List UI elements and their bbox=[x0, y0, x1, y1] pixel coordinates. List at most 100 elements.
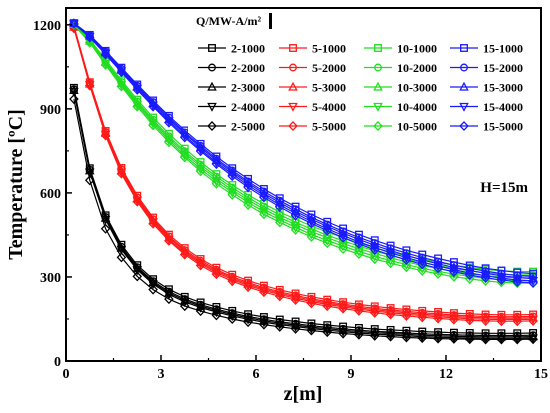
legend-frame bbox=[188, 9, 540, 133]
data-point bbox=[369, 307, 380, 318]
data-point bbox=[195, 303, 206, 313]
data-point bbox=[179, 298, 190, 308]
legend-item-15-5000: 15-5000 bbox=[450, 120, 523, 134]
data-point bbox=[274, 321, 285, 332]
legend-item-5-4000: 5-4000 bbox=[279, 100, 346, 114]
data-point bbox=[433, 333, 443, 344]
series-10-5000 bbox=[69, 19, 538, 289]
data-point bbox=[385, 331, 396, 342]
legend-label: 15-2000 bbox=[483, 61, 523, 75]
data-point bbox=[433, 263, 443, 274]
data-point bbox=[116, 252, 127, 263]
data-point bbox=[179, 301, 190, 312]
data-point bbox=[116, 168, 127, 179]
data-point bbox=[164, 235, 174, 246]
data-point bbox=[259, 192, 269, 203]
data-point bbox=[354, 305, 364, 316]
legend-marker bbox=[459, 102, 469, 112]
y-tick-label: 600 bbox=[40, 187, 61, 202]
legend-marker bbox=[374, 63, 382, 72]
legend-label: 2-2000 bbox=[231, 61, 265, 75]
data-point bbox=[417, 332, 428, 344]
legend-item-5-3000: 5-3000 bbox=[279, 81, 346, 95]
legend-title: Q/MW-A/m² bbox=[196, 14, 262, 28]
data-point bbox=[369, 244, 380, 255]
data-point bbox=[290, 224, 301, 235]
data-point bbox=[417, 265, 428, 276]
data-point bbox=[274, 201, 285, 212]
legend-marker bbox=[459, 120, 469, 132]
data-point bbox=[512, 316, 523, 327]
data-point bbox=[354, 329, 364, 340]
legend-marker bbox=[459, 81, 469, 91]
data-point bbox=[512, 276, 523, 288]
y-axis-label: Temperature [ºC] bbox=[5, 109, 27, 259]
data-point bbox=[84, 80, 95, 91]
data-point bbox=[243, 199, 253, 210]
data-point bbox=[385, 309, 396, 320]
legend-item-10-4000: 10-4000 bbox=[364, 100, 437, 114]
legend-label: 15-4000 bbox=[483, 100, 523, 114]
data-point bbox=[211, 159, 222, 170]
data-point bbox=[290, 210, 301, 221]
data-point bbox=[354, 238, 364, 249]
data-point bbox=[259, 315, 269, 325]
y-tick-label: 900 bbox=[40, 103, 61, 118]
x-tick-label: 0 bbox=[63, 367, 70, 382]
data-point bbox=[401, 254, 412, 265]
data-point bbox=[179, 249, 190, 260]
x-axis-label: z[m] bbox=[284, 383, 323, 405]
data-point bbox=[385, 258, 396, 269]
data-point bbox=[132, 84, 143, 95]
data-point bbox=[322, 238, 333, 249]
legend-item-2-1000: 2-1000 bbox=[198, 42, 265, 56]
data-point bbox=[211, 269, 222, 280]
series-line bbox=[73, 28, 534, 322]
legend-marker bbox=[373, 102, 383, 112]
data-point bbox=[306, 218, 317, 229]
data-point bbox=[259, 209, 269, 220]
legend-marker bbox=[289, 44, 297, 52]
legend-item-2-2000: 2-2000 bbox=[198, 61, 265, 75]
x-tick-label: 15 bbox=[534, 367, 548, 382]
data-point bbox=[100, 59, 111, 70]
legend-marker bbox=[289, 63, 297, 72]
data-point bbox=[417, 259, 428, 270]
legend-marker bbox=[373, 120, 383, 132]
data-point bbox=[116, 67, 127, 78]
series-5-5000 bbox=[69, 23, 538, 327]
data-point bbox=[69, 94, 79, 105]
data-point bbox=[401, 332, 412, 343]
legend-label: 15-1000 bbox=[483, 42, 523, 56]
legend-item-15-2000: 15-2000 bbox=[450, 61, 523, 75]
data-point bbox=[195, 300, 206, 310]
data-point bbox=[512, 334, 523, 345]
legend-item-5-5000: 5-5000 bbox=[279, 120, 346, 134]
data-point bbox=[100, 215, 111, 225]
data-point bbox=[274, 291, 285, 302]
data-point bbox=[195, 146, 206, 157]
legend: Q/MW-A/m² 2-1000 2-2000 2-3000 2-4000 2-5000… bbox=[188, 9, 540, 134]
legend-marker bbox=[460, 44, 468, 52]
data-point bbox=[464, 269, 475, 281]
data-point bbox=[116, 242, 127, 252]
data-point bbox=[385, 250, 396, 261]
legend-marker bbox=[373, 81, 383, 91]
data-point bbox=[480, 272, 491, 283]
data-point bbox=[306, 325, 317, 336]
data-point bbox=[417, 312, 428, 323]
data-point bbox=[179, 132, 190, 143]
data-point bbox=[529, 269, 538, 278]
data-point bbox=[164, 137, 174, 148]
legend-marker bbox=[288, 120, 298, 132]
data-point bbox=[496, 274, 507, 286]
data-point bbox=[322, 327, 333, 338]
data-point bbox=[290, 294, 301, 305]
data-point bbox=[148, 120, 158, 131]
data-point bbox=[480, 315, 491, 326]
y-tick-label: 300 bbox=[40, 271, 61, 286]
data-point bbox=[243, 312, 253, 322]
legend-marker bbox=[208, 63, 216, 72]
legend-marker bbox=[288, 81, 298, 91]
